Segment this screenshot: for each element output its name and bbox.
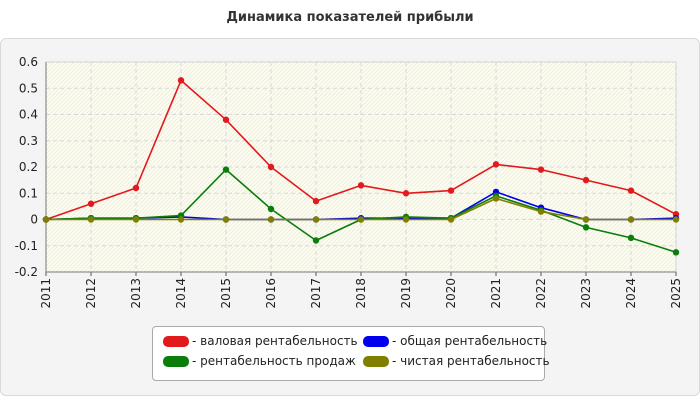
legend-label: - чистая рентабельность	[392, 354, 550, 368]
legend: - валовая рентабельность - общая рентабел…	[152, 326, 550, 381]
legend-item: - общая рентабельность	[363, 334, 547, 348]
data-point	[222, 116, 230, 123]
x-tick-label: 2011	[39, 278, 53, 309]
data-point	[672, 216, 680, 223]
data-point	[132, 216, 140, 223]
data-point	[42, 216, 50, 223]
data-point	[312, 216, 320, 223]
legend-swatch	[363, 335, 389, 347]
legend-label: - рентабельность продаж	[192, 354, 356, 368]
legend-label: - валовая рентабельность	[192, 334, 358, 348]
legend-label: - общая рентабельность	[392, 334, 548, 348]
x-tick-label: 2014	[174, 278, 188, 309]
data-point	[267, 205, 275, 213]
data-point	[447, 187, 455, 194]
legend-item: - рентабельность продаж	[163, 354, 356, 368]
y-tick-label: 0.4	[19, 108, 38, 122]
data-point	[267, 163, 275, 171]
x-tick-label: 2016	[264, 278, 278, 309]
data-point	[132, 184, 140, 192]
data-point	[267, 216, 275, 223]
data-point	[177, 77, 185, 84]
data-point	[222, 166, 230, 173]
y-tick-label: 0.2	[19, 160, 38, 174]
y-tick-label: 0.3	[19, 134, 38, 148]
legend-item: - чистая рентабельность	[363, 354, 550, 368]
data-point	[357, 216, 365, 223]
data-point	[627, 187, 635, 194]
legend-swatch	[163, 335, 189, 347]
data-point	[582, 224, 590, 231]
legend-swatch	[163, 355, 189, 367]
data-point	[492, 161, 500, 168]
y-tick-label: -0.1	[15, 239, 38, 253]
x-tick-label: 2015	[219, 278, 233, 309]
y-tick-label: 0.5	[19, 81, 38, 95]
data-point	[87, 216, 95, 223]
data-point	[402, 216, 410, 223]
legend-item: - валовая рентабельность	[163, 334, 358, 348]
data-point	[312, 237, 320, 244]
chart-title: Динамика показателей прибыли	[226, 10, 474, 25]
x-tick-label: 2022	[534, 278, 548, 309]
x-tick-label: 2013	[129, 278, 143, 309]
x-tick-label: 2012	[84, 278, 98, 309]
data-point	[87, 200, 95, 207]
data-point	[357, 182, 365, 189]
data-point	[402, 190, 410, 197]
y-tick-label: 0.1	[19, 186, 38, 200]
x-tick-label: 2018	[354, 278, 368, 309]
data-point	[312, 197, 320, 205]
data-point	[447, 216, 455, 223]
data-point	[672, 249, 680, 256]
data-point	[582, 216, 590, 223]
data-point	[492, 195, 500, 202]
data-point	[537, 166, 545, 173]
x-tick-label: 2024	[624, 278, 638, 309]
data-point	[222, 216, 230, 223]
x-tick-label: 2021	[489, 278, 503, 309]
x-tick-label: 2020	[444, 278, 458, 309]
data-point	[627, 234, 635, 242]
series-3	[42, 195, 680, 223]
y-tick-label: -0.2	[15, 265, 38, 279]
series-layer	[42, 77, 680, 256]
data-point	[177, 216, 185, 223]
x-tick-label: 2025	[669, 278, 683, 309]
x-tick-label: 2017	[309, 278, 323, 309]
data-point	[537, 208, 545, 215]
y-tick-label: 0	[30, 213, 38, 227]
y-tick-label: 0.6	[19, 55, 38, 69]
data-point	[582, 176, 590, 184]
data-point	[627, 216, 635, 223]
legend-swatch	[363, 355, 389, 367]
x-tick-label: 2019	[399, 278, 413, 309]
x-tick-label: 2023	[579, 278, 593, 309]
